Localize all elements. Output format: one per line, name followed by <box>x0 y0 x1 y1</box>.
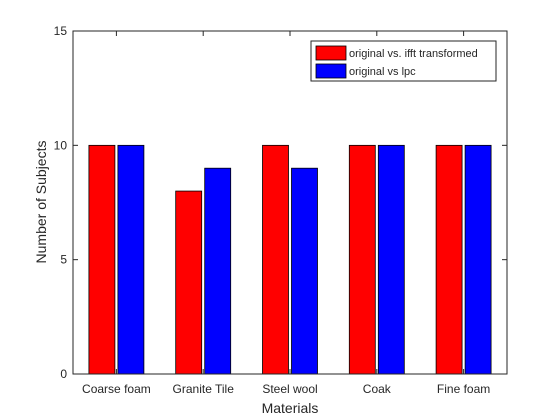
legend: original vs. ifft transformed original v… <box>310 40 497 82</box>
x-tick-label-steel-wool: Steel wool <box>262 382 317 396</box>
bar-series-2-steel-wool <box>291 167 318 375</box>
legend-label-series-1: original vs. ifft transformed <box>349 48 478 60</box>
bar-series-2-coarse-foam <box>117 144 145 375</box>
plot-area <box>73 31 507 374</box>
y-tick-label-10: 10 <box>54 138 68 152</box>
x-tick-label-coak: Coak <box>363 382 392 396</box>
bar-series-2-granite-tile <box>204 167 232 375</box>
x-tick-label-fine-foam: Fine foam <box>437 382 490 396</box>
legend-swatch-series-1 <box>315 45 347 61</box>
y-tick-label-15: 15 <box>54 24 68 38</box>
bar-series-1-coak <box>348 144 376 375</box>
y-axis-label: Number of Subjects <box>33 141 49 264</box>
bar-series-2-coak <box>377 144 405 375</box>
x-tick-label-granite-tile: Granite Tile <box>173 382 235 396</box>
bar-series-1-steel-wool <box>262 144 289 375</box>
y-tick-label-5: 5 <box>60 253 67 267</box>
legend-label-series-2: original vs lpc <box>349 66 416 78</box>
legend-swatch-series-2 <box>315 63 347 79</box>
bar-series-1-coarse-foam <box>88 144 116 375</box>
bar-series-1-granite-tile <box>175 190 203 375</box>
x-axis-ticks: Coarse foam Granite Tile Steel wool Coak Fin… <box>82 31 490 396</box>
x-tick-label-coarse-foam: Coarse foam <box>82 382 151 396</box>
x-axis-label: Materials <box>262 400 319 416</box>
bar-series-1-fine-foam <box>435 144 463 375</box>
y-tick-label-0: 0 <box>60 367 67 381</box>
y-axis-ticks: 0 5 10 15 <box>54 24 507 381</box>
bar-series-2-fine-foam <box>464 144 492 375</box>
bars <box>88 144 492 375</box>
